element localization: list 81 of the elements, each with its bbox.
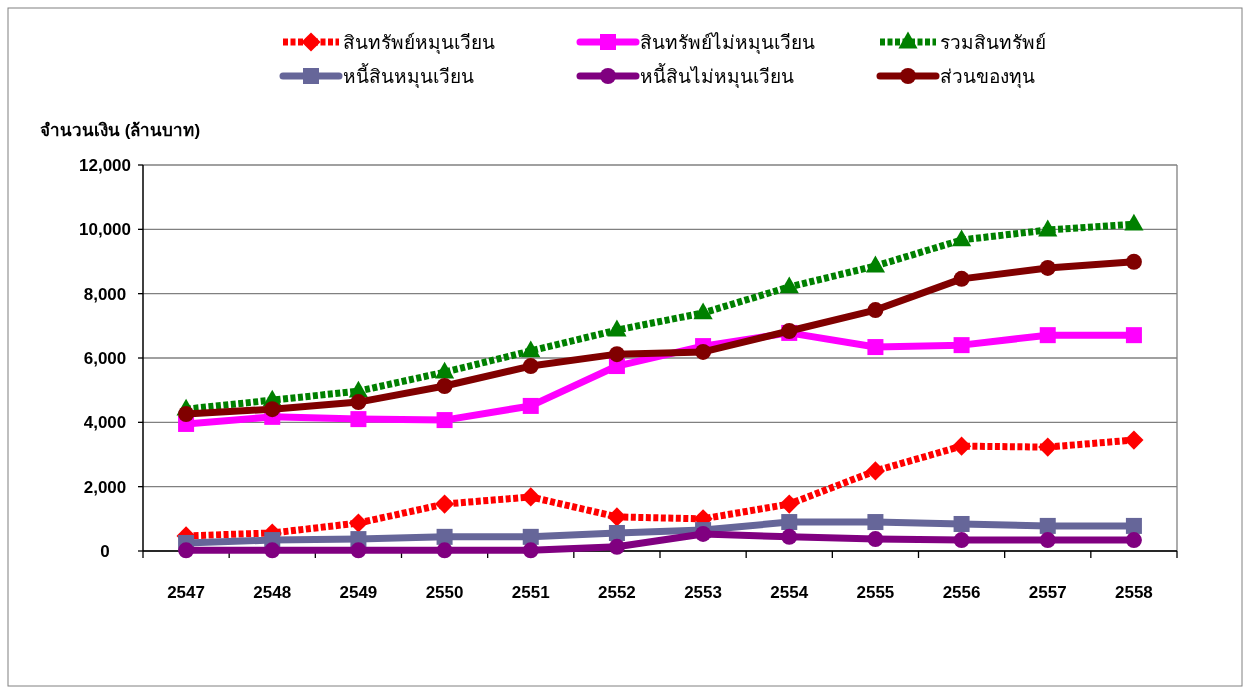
x-tick-label: 2554 (770, 583, 809, 602)
x-tick-label: 2547 (167, 583, 205, 602)
point (436, 377, 453, 394)
point (608, 524, 625, 541)
point (1125, 327, 1142, 344)
point (951, 436, 972, 456)
point (1038, 219, 1058, 237)
point (522, 528, 539, 545)
point (1124, 213, 1144, 231)
point (178, 542, 195, 559)
point (867, 514, 884, 531)
point (1124, 430, 1144, 450)
point (350, 542, 367, 559)
point (1039, 327, 1056, 344)
y-tick-label: 2,000 (83, 477, 127, 497)
y-tick-label: 4,000 (83, 413, 127, 433)
x-tick-label: 2550 (425, 583, 464, 602)
point (867, 302, 884, 319)
legend-label: รวมสินทรัพย์ (940, 32, 1046, 53)
point (436, 412, 453, 429)
point (608, 346, 625, 363)
x-tick-label: 2558 (1115, 583, 1153, 602)
point (521, 340, 541, 358)
point (434, 361, 455, 379)
x-tick-label: 2548 (253, 583, 292, 602)
point (779, 494, 799, 514)
point (865, 255, 886, 273)
legend-label: สินทรัพย์ไม่หมุนเวียน (640, 32, 815, 55)
y-tick-label: 6,000 (83, 349, 127, 368)
point (953, 337, 970, 354)
point (522, 358, 539, 375)
point (1125, 517, 1142, 534)
point (522, 397, 539, 414)
legend-label: ส่วนของทุน (940, 66, 1035, 89)
point (693, 302, 713, 320)
y-tick-label: 0 (100, 542, 110, 561)
point (695, 343, 712, 360)
y-tick-label: 12,000 (79, 156, 131, 175)
y-tick-label: 8,000 (83, 284, 127, 304)
point (350, 411, 367, 428)
x-tick-label: 2551 (511, 583, 550, 602)
point (953, 270, 970, 287)
point (951, 229, 972, 247)
point (1038, 437, 1058, 457)
x-tick-label: 2552 (598, 583, 636, 602)
legend-label: สินทรัพย์หมุนเวียน (343, 32, 495, 55)
x-tick-label: 2555 (856, 583, 895, 602)
point (953, 515, 970, 532)
x-tick-label: 2553 (684, 583, 722, 602)
point (348, 513, 369, 533)
x-tick-label: 2557 (1028, 583, 1067, 602)
point (607, 319, 627, 337)
point (350, 394, 367, 411)
point (434, 494, 455, 514)
point (865, 461, 886, 481)
point (521, 487, 541, 507)
point (867, 339, 884, 356)
point (953, 532, 970, 549)
y-tick-label: 10,000 (79, 220, 131, 240)
point (1039, 259, 1056, 276)
point (867, 531, 884, 548)
legend-label: หนี้สินไม่หมุนเวียน (640, 63, 794, 89)
point (779, 276, 799, 294)
point (522, 542, 539, 559)
point (781, 528, 798, 545)
x-tick-label: 2549 (339, 583, 378, 602)
legend-label: หนี้สินหมุนเวียน (343, 63, 474, 89)
point (264, 401, 281, 418)
point (1039, 532, 1056, 549)
x-tick-label: 2556 (942, 583, 981, 602)
point (608, 538, 625, 555)
point (436, 542, 453, 559)
point (264, 542, 281, 559)
point (178, 405, 195, 422)
point (1125, 253, 1142, 270)
point (607, 507, 627, 527)
point (1039, 517, 1056, 534)
point (436, 528, 453, 545)
point (1125, 532, 1142, 549)
y-axis-title: จำนวนเงิน (ล้านบาท) (40, 121, 201, 140)
point (781, 514, 798, 531)
